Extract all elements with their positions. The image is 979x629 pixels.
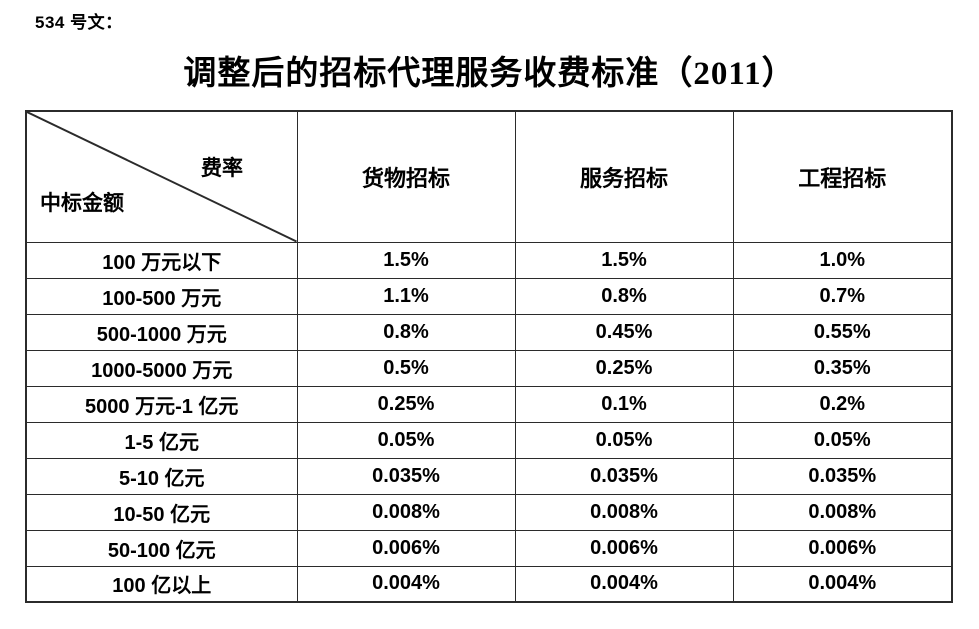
goods-rate-cell: 0.25% — [296, 385, 516, 423]
service-rate-cell: 0.008% — [514, 493, 734, 531]
goods-rate-cell: 1.1% — [296, 277, 516, 315]
amount-cell: 100 万元以下 — [25, 241, 298, 279]
goods-rate-cell: 0.05% — [296, 421, 516, 459]
service-rate-cell: 0.45% — [514, 313, 734, 351]
engineering-rate-cell: 0.05% — [732, 421, 953, 459]
engineering-rate-cell: 0.55% — [732, 313, 953, 351]
table-row: 100 亿以上 0.004% 0.004% 0.004% — [25, 565, 953, 603]
goods-rate-cell: 0.008% — [296, 493, 516, 531]
engineering-rate-cell: 0.7% — [732, 277, 953, 315]
table-row: 5000 万元-1 亿元 0.25% 0.1% 0.2% — [25, 385, 953, 423]
doc-number: 534 号文： — [35, 13, 123, 32]
engineering-rate-cell: 0.2% — [732, 385, 953, 423]
column-header-goods-bidding: 货物招标 — [296, 110, 516, 243]
diagonal-divider — [27, 112, 296, 241]
goods-rate-cell: 0.006% — [296, 529, 516, 567]
amount-cell: 100-500 万元 — [25, 277, 298, 315]
amount-cell: 50-100 亿元 — [25, 529, 298, 567]
table-row: 100 万元以下 1.5% 1.5% 1.0% — [25, 241, 953, 279]
table-row: 1000-5000 万元 0.5% 0.25% 0.35% — [25, 349, 953, 387]
column-header-service-bidding: 服务招标 — [514, 110, 734, 243]
goods-rate-cell: 0.5% — [296, 349, 516, 387]
table-row: 500-1000 万元 0.8% 0.45% 0.55% — [25, 313, 953, 351]
corner-cell: 费率 中标金额 — [25, 110, 298, 243]
service-rate-cell: 0.25% — [514, 349, 734, 387]
engineering-rate-cell: 1.0% — [732, 241, 953, 279]
amount-cell: 5000 万元-1 亿元 — [25, 385, 298, 423]
engineering-rate-cell: 0.004% — [732, 565, 953, 603]
table-row: 100-500 万元 1.1% 0.8% 0.7% — [25, 277, 953, 315]
goods-rate-cell: 0.004% — [296, 565, 516, 603]
amount-cell: 10-50 亿元 — [25, 493, 298, 531]
table-row: 50-100 亿元 0.006% 0.006% 0.006% — [25, 529, 953, 567]
engineering-rate-cell: 0.008% — [732, 493, 953, 531]
table-row: 1-5 亿元 0.05% 0.05% 0.05% — [25, 421, 953, 459]
service-rate-cell: 0.1% — [514, 385, 734, 423]
service-rate-cell: 0.05% — [514, 421, 734, 459]
amount-cell: 5-10 亿元 — [25, 457, 298, 495]
service-rate-cell: 0.004% — [514, 565, 734, 603]
corner-label-bid-amount: 中标金额 — [40, 191, 124, 215]
service-rate-cell: 0.006% — [514, 529, 734, 567]
table-row: 10-50 亿元 0.008% 0.008% 0.008% — [25, 493, 953, 531]
goods-rate-cell: 1.5% — [296, 241, 516, 279]
engineering-rate-cell: 0.035% — [732, 457, 953, 495]
amount-cell: 500-1000 万元 — [25, 313, 298, 351]
service-rate-cell: 0.8% — [514, 277, 734, 315]
amount-cell: 1000-5000 万元 — [25, 349, 298, 387]
service-rate-cell: 1.5% — [514, 241, 734, 279]
table-row: 5-10 亿元 0.035% 0.035% 0.035% — [25, 457, 953, 495]
table-header-row: 费率 中标金额 货物招标 服务招标 工程招标 — [25, 110, 953, 243]
column-header-engineering-bidding: 工程招标 — [732, 110, 953, 243]
fee-rate-table: 费率 中标金额 货物招标 服务招标 工程招标 100 万元以下 1.5% 1.5… — [25, 110, 953, 603]
service-rate-cell: 0.035% — [514, 457, 734, 495]
goods-rate-cell: 0.035% — [296, 457, 516, 495]
amount-cell: 100 亿以上 — [25, 565, 298, 603]
goods-rate-cell: 0.8% — [296, 313, 516, 351]
page-title: 调整后的招标代理服务收费标准（2011） — [183, 56, 796, 92]
corner-label-fee-rate: 费率 — [201, 156, 243, 180]
engineering-rate-cell: 0.35% — [732, 349, 953, 387]
amount-cell: 1-5 亿元 — [25, 421, 298, 459]
engineering-rate-cell: 0.006% — [732, 529, 953, 567]
